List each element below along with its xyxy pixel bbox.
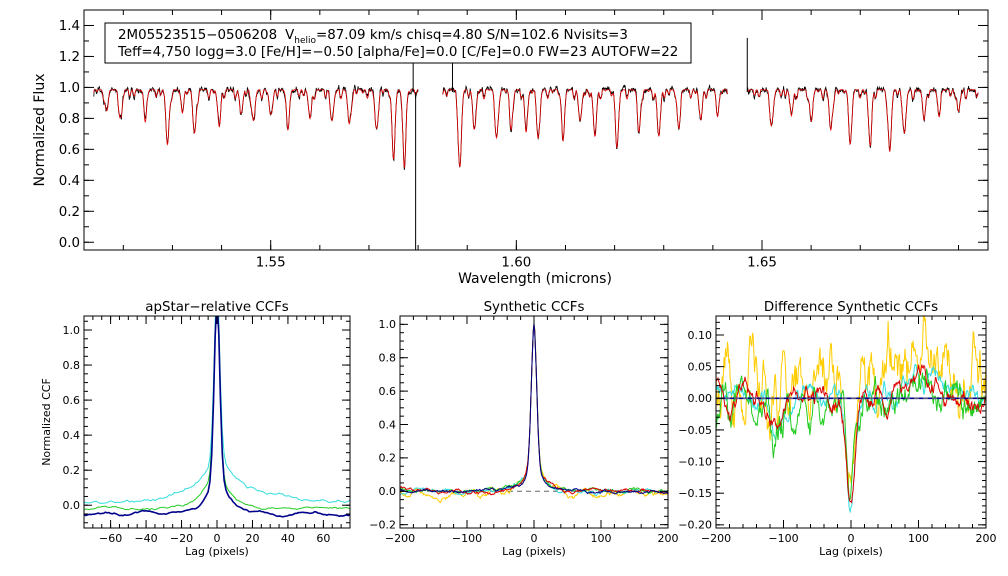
x-tick-label: 100 (591, 532, 612, 545)
y-tick-label: 0.0 (63, 499, 81, 512)
spectrum-x-axis-label: Wavelength (microns) (458, 271, 612, 287)
y-tick-label: 0.0 (59, 236, 80, 251)
apstar-ccf-series (84, 316, 350, 518)
x-tick-label: 1.55 (256, 255, 286, 270)
y-tick-label: 1.0 (379, 318, 397, 331)
synthetic-ccf-plot-frame (399, 315, 669, 529)
x-tick-label: 1.60 (501, 255, 531, 270)
apstar-ccf-plot-frame (83, 315, 351, 529)
y-tick-label: −0.05 (678, 424, 712, 437)
y-tick-label: 0.00 (688, 392, 713, 405)
y-tick-label: 0.6 (379, 385, 397, 398)
x-tick-label: −20 (170, 532, 193, 545)
difference-ccf-line-green (716, 368, 986, 502)
synthetic-ccf-panel: Synthetic CCFs −200 −100 0 100 200 −0.2 0.0 0.2… (369, 300, 678, 558)
spectrum-annotation-vhelio-rest: =87.09 km/s chisq=4.80 S/N=102.6 Nvisits… (316, 28, 628, 43)
x-tick-label: 0 (531, 532, 538, 545)
apstar-ccf-title: apStar−relative CCFs (145, 300, 289, 315)
y-tick-label: 0.10 (688, 329, 713, 342)
synthetic-ccf-line-gold (400, 323, 668, 504)
synthetic-ccf-series (400, 322, 668, 504)
synthetic-ccf-title: Synthetic CCFs (484, 300, 585, 315)
synthetic-ccf-line-cyan (400, 326, 668, 497)
y-tick-label: −0.2 (369, 519, 396, 532)
spectrum-annotation-line2: Teff=4,750 logg=3.0 [Fe/H]=−0.50 [alpha/… (117, 45, 678, 60)
y-tick-label: 0.6 (59, 143, 80, 158)
x-tick-label: 1.65 (747, 255, 777, 270)
difference-ccf-axis-ticks: −200 −100 0 100 200 −0.20 −0.15 −0.10 −0.05 0.00 0… (678, 316, 997, 545)
y-tick-label: 0.4 (63, 429, 81, 442)
y-tick-label: −0.10 (678, 455, 712, 468)
x-tick-label: 60 (316, 532, 330, 545)
synthetic-ccf-axis-ticks: −200 −100 0 100 200 −0.2 0.0 0.2 0.4 0.6 0.8 1.0 (369, 316, 679, 545)
x-tick-label: −100 (768, 532, 798, 545)
apstar-ccf-line-cyan (84, 316, 350, 504)
x-tick-label: 200 (976, 532, 997, 545)
spectrum-annotation-vhelio-prefix: V (285, 28, 295, 43)
x-tick-label: 100 (908, 532, 929, 545)
apstar-ccf-line-green (84, 316, 350, 511)
x-tick-label: 0 (214, 532, 221, 545)
difference-ccf-x-axis-label: Lag (pixels) (819, 545, 883, 558)
y-tick-label: −0.20 (678, 519, 712, 532)
x-tick-label: −200 (385, 532, 415, 545)
y-tick-label: 1.0 (59, 81, 80, 96)
spectrum-series (93, 37, 979, 250)
x-tick-label: −60 (99, 532, 122, 545)
spectrum-y-axis-label: Normalized Flux (32, 74, 48, 187)
y-tick-label: 0.05 (688, 360, 713, 373)
x-tick-label: 20 (245, 532, 259, 545)
spectrum-panel: 1.55 1.60 1.65 0.0 0.2 0.4 0.6 0.8 1.0 1.2 1.4 Wav… (32, 9, 989, 287)
y-tick-label: 0.8 (59, 112, 80, 127)
x-tick-label: −40 (134, 532, 157, 545)
apstar-ccf-y-axis-label: Normalized CCF (40, 378, 53, 466)
spectrum-plot-frame (83, 9, 989, 251)
synthetic-ccf-line-green (400, 322, 668, 495)
apstar-ccf-panel: apStar−relative CCFs −60 −40 −20 0 20 40 60 0.0… (40, 300, 351, 558)
synthetic-ccf-line-navy (400, 324, 668, 495)
y-tick-label: 0.2 (59, 205, 80, 220)
y-tick-label: 1.0 (63, 324, 81, 337)
spectrum-annotation-box: 2M05523515−0506208 Vhelio=87.09 km/s chis… (104, 22, 692, 64)
difference-ccf-line-cyan (716, 363, 986, 514)
y-tick-label: 0.0 (379, 485, 397, 498)
y-tick-label: −0.15 (678, 487, 712, 500)
y-tick-label: 0.8 (63, 359, 81, 372)
spectrum-observed-line (442, 83, 728, 168)
apstar-ccf-x-axis-label: Lag (pixels) (185, 545, 249, 558)
synthetic-ccf-x-axis-label: Lag (pixels) (502, 545, 566, 558)
spectrum-annotation-vhelio-sub: helio (294, 36, 316, 46)
y-tick-label: 0.6 (63, 394, 81, 407)
y-tick-label: 1.4 (59, 19, 80, 34)
spectrum-annotation-star-name: 2M05523515−0506208 (118, 28, 277, 43)
difference-ccf-line-red (716, 364, 986, 504)
x-tick-label: −100 (452, 532, 482, 545)
y-tick-label: 1.2 (59, 50, 80, 65)
y-tick-label: 0.2 (379, 452, 397, 465)
difference-ccf-title: Difference Synthetic CCFs (764, 300, 938, 315)
y-tick-label: 0.4 (379, 418, 397, 431)
difference-ccf-panel: Difference Synthetic CCFs −200 −100 0 100 20… (678, 300, 996, 558)
spectrum-model-line (442, 89, 728, 168)
spectrum-observed-line (746, 85, 979, 152)
apstar-ccf-line-navy (84, 316, 350, 518)
spectrum-annotation-frame (104, 22, 692, 64)
x-tick-label: −200 (701, 532, 731, 545)
y-tick-label: 0.2 (63, 464, 81, 477)
spectrum-annotation-line1: 2M05523515−0506208 Vhelio=87.09 km/s chis… (118, 28, 628, 46)
apstar-ccf-axis-ticks: −60 −40 −20 0 20 40 60 0.0 0.2 0.4 0.6 0.8 1.0 (63, 316, 351, 545)
synthetic-ccf-line-red (400, 324, 668, 496)
spectrum-model-line (93, 89, 419, 168)
spectrum-model-line (747, 89, 979, 152)
difference-ccf-series (716, 316, 986, 514)
spectrum-axis-ticks: 1.55 1.60 1.65 0.0 0.2 0.4 0.6 0.8 1.0 1.2 1.4 (59, 10, 988, 270)
x-tick-label: 40 (281, 532, 295, 545)
x-tick-label: 0 (848, 532, 855, 545)
x-tick-label: 200 (658, 532, 679, 545)
y-tick-label: 0.4 (59, 174, 80, 189)
y-tick-label: 0.8 (379, 352, 397, 365)
